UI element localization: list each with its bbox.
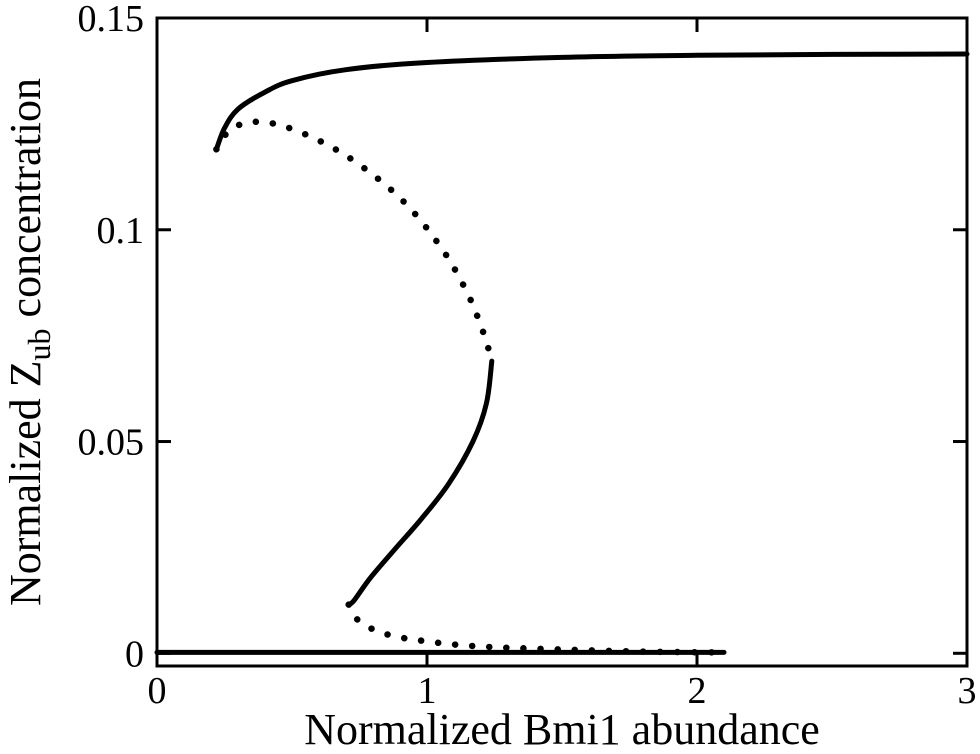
x-tick-label-3: 3 [958,670,977,712]
y-tick-label-3: 0.15 [78,0,145,40]
axis-ticks [155,16,969,666]
series-middle-stable [346,358,495,608]
y-tick-label-2: 0.1 [97,210,145,252]
series-upper-unstable [213,118,496,365]
curves [154,51,970,656]
y-axis-label: Normalized Zub concentration [1,78,57,606]
y-axis-label-main: Normalized Z [1,360,50,606]
y-tick-label-0: 0 [125,633,144,675]
series-upper-stable [213,51,970,152]
y-axis-label-rest: concentration [1,78,50,328]
x-axis-label: Normalized Bmi1 abundance [304,705,820,754]
tick-labels: 0 1 2 3 0 0.05 0.1 0.15 [78,0,977,712]
x-tick-label-1: 1 [418,670,437,712]
plot-frame [155,16,969,668]
x-tick-label-2: 2 [688,670,707,712]
series-lower-unstable [345,601,728,656]
x-tick-label-0: 0 [148,670,167,712]
y-axis-label-subscript: ub [21,328,57,360]
y-tick-label-1: 0.05 [78,422,145,464]
